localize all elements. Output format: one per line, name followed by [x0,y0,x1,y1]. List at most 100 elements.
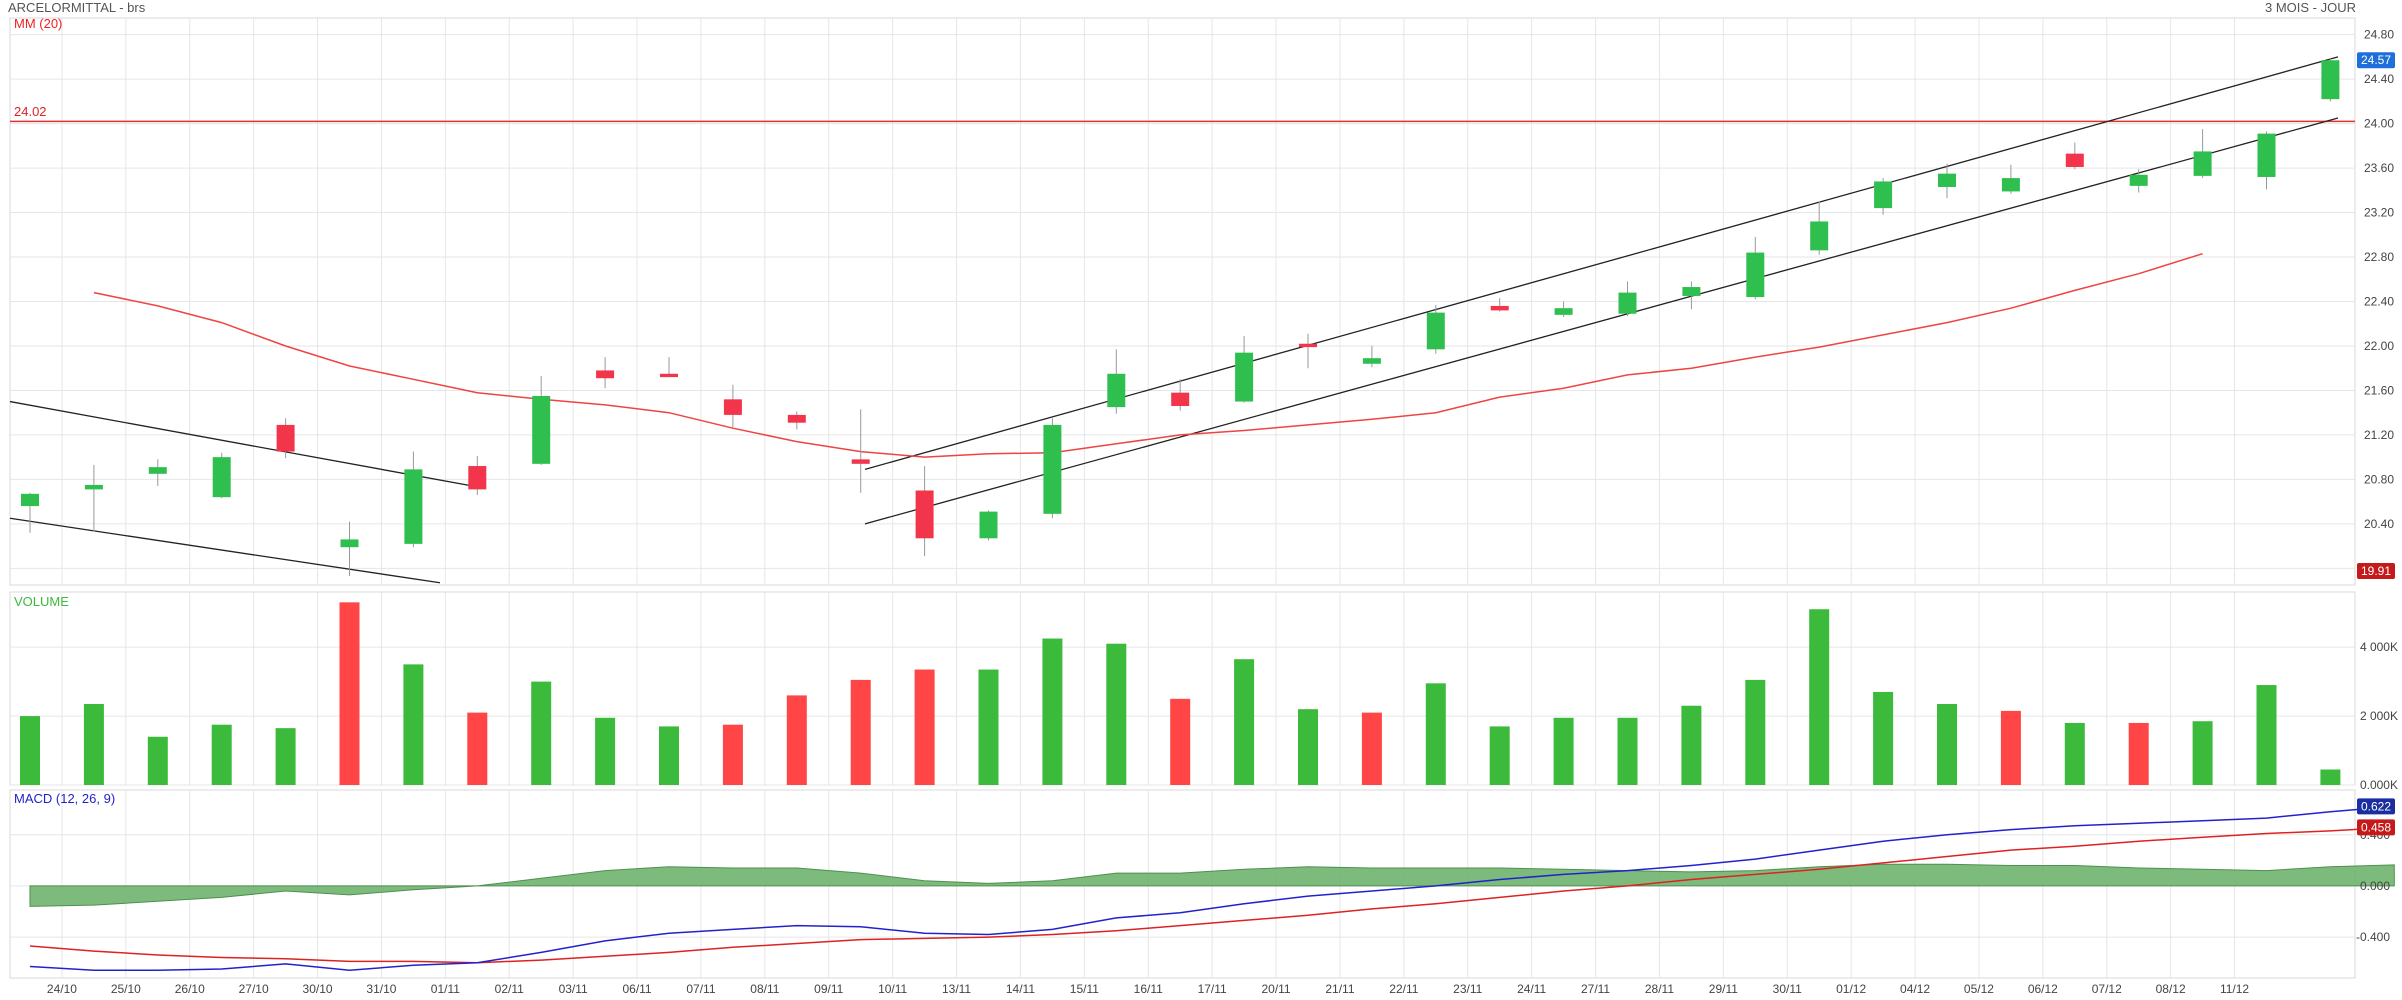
candle [915,466,934,557]
x-tick-label: 25/10 [111,982,141,996]
price-y-tick: 24.80 [2364,28,2394,42]
volume-bar [1298,709,1318,785]
price-y-tick: 22.80 [2364,250,2394,264]
macd-histogram [29,863,2395,907]
x-tick-label: 07/11 [686,982,715,996]
volume-bar [83,704,104,785]
x-tick-label: 07/12 [2092,982,2122,996]
volume-bar [914,669,935,785]
macd-panel [29,805,2395,972]
volume-bar [1937,704,1957,785]
volume-bar [1681,705,1702,785]
candle-body [2065,153,2084,167]
volume-bar [722,724,743,785]
candle [1426,304,1445,354]
volume-bar [1170,698,1191,785]
x-tick-label: 09/11 [814,982,843,996]
candle [2257,131,2276,190]
volume-bar [20,716,40,785]
price-y-tick: 24.00 [2364,117,2394,131]
volume-bar [786,695,807,785]
candle-body [404,469,423,544]
volume-bar [531,681,552,785]
x-tick-label: 20/11 [1261,982,1290,996]
ma-legend-label: MM (20) [14,16,62,31]
price-y-tick: 22.40 [2364,295,2394,309]
volume-bar [1425,683,1446,785]
signal-value-tag: 0.458 [2357,819,2395,836]
candle [1362,345,1381,368]
candle [2065,142,2084,170]
candle-body [276,424,295,452]
volume-bar [595,717,616,785]
candle-body [723,399,742,415]
candle-body [1490,305,1509,311]
candle-body [1746,252,1765,298]
candle [1938,163,1956,199]
candle [148,459,167,487]
last-price-tag: 24.57 [2357,52,2395,69]
candle [532,375,551,465]
candle [1618,281,1637,316]
volume-bar [1234,659,1255,785]
candle [2321,58,2340,102]
candle-body [660,373,678,378]
volume-bar [2192,721,2213,785]
trend-down-lower [9,517,441,584]
candle [1107,349,1126,414]
x-tick-label: 24/11 [1517,982,1546,996]
ma20-line [93,252,2203,458]
macd-line [29,805,2395,972]
volume-y-tick: 2 000K [2360,709,2398,723]
chart-period: 3 MOIS - JOUR [2265,0,2356,15]
candle [2001,164,2020,194]
candle [1746,237,1765,300]
candle [1810,201,1829,255]
x-tick-label: 30/10 [303,982,333,996]
candle-body [2193,151,2212,176]
x-tick-label: 01/11 [431,982,460,996]
x-tick-label: 02/11 [495,982,524,996]
macd-y-tick: 0.000 [2360,879,2390,893]
trend-up-lower [864,117,2339,525]
x-tick-label: 15/11 [1070,982,1099,996]
candle-body [1362,358,1381,364]
candle [1299,333,1317,369]
axes-labels: 24/10 25/10 26/10 27/10 30/10 31/10 01/11 02/11… [47,28,2398,996]
volume-bar [2000,710,2021,785]
x-tick-label: 26/10 [175,982,205,996]
volume-bar [339,602,360,785]
x-tick-label: 24/10 [47,982,77,996]
volume-bar [659,726,679,785]
candle [660,357,678,378]
volume-bar [467,712,488,785]
x-tick-label: 08/12 [2156,982,2186,996]
x-tick-label: 29/11 [1709,982,1738,996]
candle [851,409,870,493]
volume-bar [1745,679,1766,785]
x-tick-label: 31/10 [366,982,396,996]
candle-body [2321,60,2340,100]
volume-legend-label: VOLUME [14,594,69,609]
candle-body [1874,181,1893,209]
candle [212,452,231,499]
candle-body [1426,312,1445,350]
price-y-tick: 23.60 [2364,161,2394,175]
candle-body [1554,308,1573,315]
candle-body [596,370,615,379]
volume-panel [20,602,2341,785]
grid-lines [9,17,2356,979]
candle-body [979,511,998,539]
volume-bar [1553,717,1574,785]
volume-y-tick: 0.000K [2360,778,2398,792]
candle-body [21,493,39,507]
price-y-tick: 22.00 [2364,339,2394,353]
candle-body [1618,292,1637,314]
candle [276,418,295,459]
x-tick-label: 01/12 [1836,982,1866,996]
signal-line [29,826,2395,964]
x-tick-label: 03/11 [559,982,588,996]
candle-body [2129,174,2148,186]
macd-legend-label: MACD (12, 26, 9) [14,791,115,806]
candle [1682,281,1701,310]
